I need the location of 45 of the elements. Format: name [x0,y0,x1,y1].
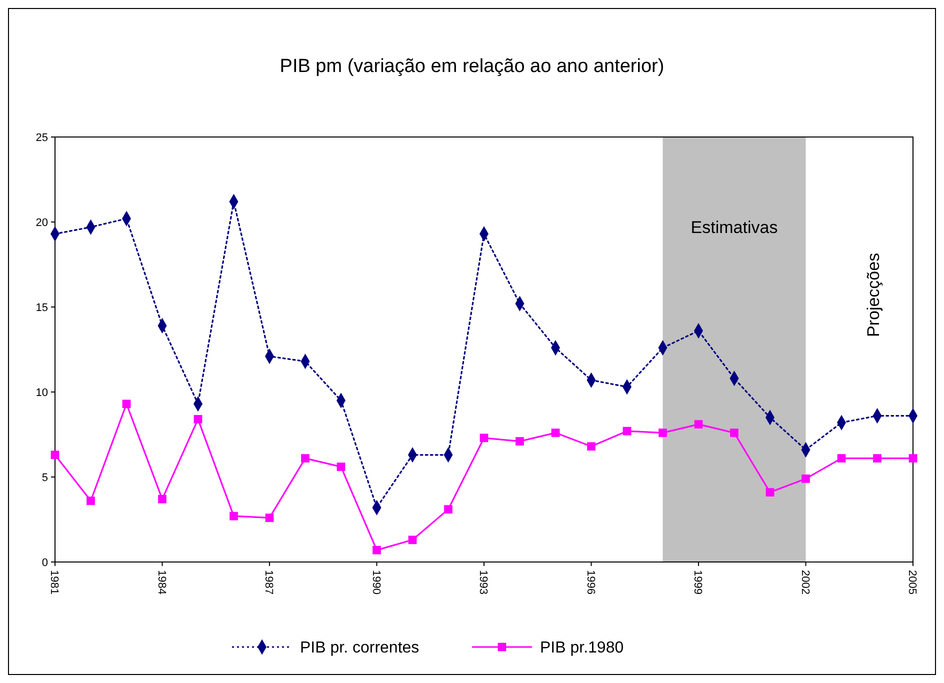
x-tick-label: 1984 [155,570,168,594]
point [194,415,202,424]
y-tick-label: 5 [42,472,48,484]
x-tick-label: 1981 [48,570,60,594]
legend-label: PIB pr. correntes [300,640,420,657]
x-tick-label: 1990 [370,570,382,594]
x-tick-label: 2005 [906,570,918,594]
y-tick-label: 25 [36,132,48,144]
point [336,462,346,471]
x-tick-label: 1987 [262,570,275,594]
point [230,512,238,520]
point [86,496,95,505]
point [480,434,488,442]
point [122,400,131,408]
point [802,474,810,483]
y-tick-label: 0 [42,556,48,569]
point [587,442,596,451]
point [837,454,846,462]
legend-label: PIB pr.1980 [540,640,624,657]
point [730,428,738,437]
y-tick-label: 10 [36,386,48,399]
point [766,488,774,496]
point [408,536,417,544]
y-tick-label: 15 [36,302,48,314]
point [301,454,310,462]
point [658,428,667,437]
x-tick-label: 1996 [584,570,596,594]
annotation: Projecções [864,252,883,337]
x-tick-label: 1993 [477,570,490,594]
band-label: Estimativas [690,218,778,237]
point [516,437,524,446]
point [265,514,274,522]
y-tick-label: 20 [36,216,48,229]
point [158,494,166,504]
chart-title: PIB pm (variação em relação ao ano anterior) [280,56,664,77]
point [50,450,60,460]
point [622,426,632,436]
x-tick-label: 1999 [692,570,704,594]
point [444,505,452,514]
x-tick-label: 2002 [798,570,811,594]
point [372,546,381,554]
point [551,428,560,437]
point [873,454,882,462]
point [908,454,918,462]
point [694,420,703,428]
